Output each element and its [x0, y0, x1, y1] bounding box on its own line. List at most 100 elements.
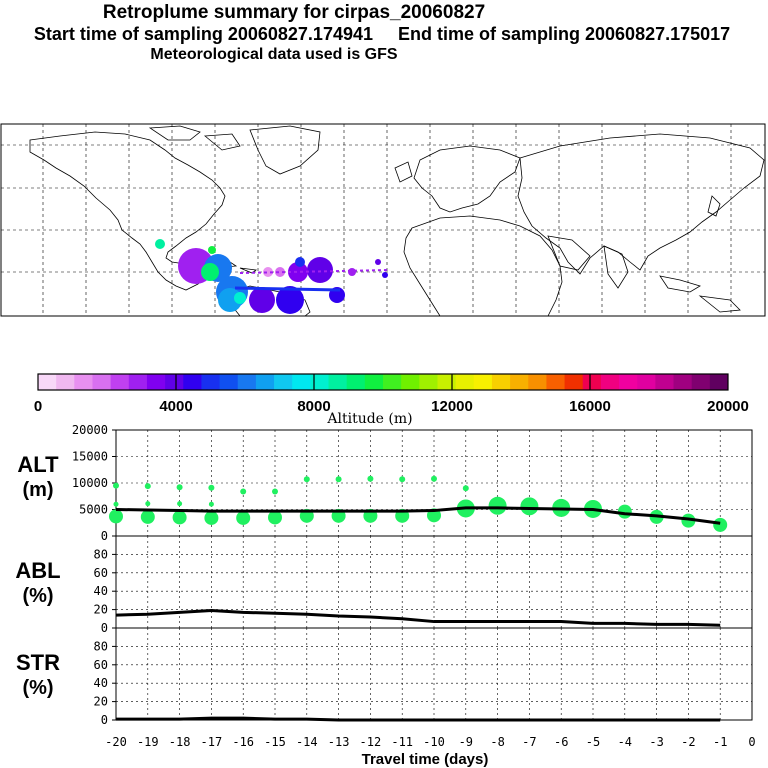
- colorbar-swatch: [619, 374, 638, 390]
- x-tick-label: -16: [232, 735, 254, 749]
- alt-point: [303, 476, 310, 483]
- plume-blob: [201, 263, 219, 281]
- colorbar-swatch: [38, 374, 57, 390]
- colorbar-tick-label: 0: [34, 398, 42, 415]
- y-tick-label: 60: [94, 566, 108, 580]
- colorbar-swatch: [528, 374, 547, 390]
- alt-point: [335, 476, 342, 483]
- alt-point: [268, 510, 282, 525]
- colorbar-swatch: [419, 374, 438, 390]
- alt-point: [204, 510, 219, 525]
- alt-point: [145, 501, 151, 507]
- plume-blob: [375, 259, 381, 265]
- colorbar-frame: [37, 373, 729, 391]
- colorbar-swatch: [146, 374, 166, 390]
- colorbar-swatch: [74, 374, 93, 390]
- y-tick-label: 20: [94, 603, 108, 617]
- colorbar-swatch: [401, 374, 420, 390]
- y-tick-label: 0: [101, 529, 108, 543]
- alt-point: [140, 509, 155, 524]
- x-tick-label: -4: [618, 735, 632, 749]
- colorbar-swatch: [328, 374, 348, 390]
- x-tick-label: -13: [328, 735, 350, 749]
- y-tick-label: 5000: [79, 503, 108, 517]
- colorbar-swatch: [546, 374, 566, 390]
- x-tick-label: 0: [748, 735, 755, 749]
- colorbar-tick-label: 8000: [297, 398, 330, 415]
- plume-blob: [234, 292, 246, 304]
- y-tick-label: 40: [94, 676, 108, 690]
- y-tick-label: 40: [94, 584, 108, 598]
- colorbar-swatch: [600, 374, 620, 390]
- colorbar-swatch: [237, 374, 257, 390]
- y-tick-label: 0: [101, 713, 108, 727]
- colorbar-swatch: [709, 374, 729, 390]
- alt-point: [520, 497, 539, 516]
- y-tick-label: 80: [94, 547, 108, 561]
- alt-point: [431, 475, 437, 482]
- colorbar-swatch: [455, 374, 475, 390]
- colorbar-swatch: [255, 374, 275, 390]
- time-series-panels: 20000150001000050000ALT(m)806040200ABL(%…: [15, 423, 755, 749]
- y-tick-label: 80: [94, 639, 108, 653]
- alt-point: [113, 482, 119, 489]
- y-tick-label: 60: [94, 658, 108, 672]
- x-tick-label: -2: [681, 735, 695, 749]
- alt-point: [462, 485, 469, 492]
- x-tick-label: -15: [264, 735, 286, 749]
- panel-label: STR: [16, 650, 60, 675]
- alt-point: [272, 488, 278, 495]
- alt-point: [208, 484, 215, 491]
- plume-blob: [348, 268, 356, 276]
- map-frame: [0, 123, 766, 317]
- alt-point: [176, 484, 183, 491]
- plume-track: [239, 269, 391, 274]
- panel-unit: (m): [22, 479, 53, 501]
- colorbar-swatch: [510, 374, 529, 390]
- y-tick-label: 20: [94, 695, 108, 709]
- alt-point: [109, 509, 123, 524]
- colorbar-tick-label: 12000: [431, 398, 473, 415]
- colorbar-swatch: [691, 374, 711, 390]
- colorbar-swatch: [673, 374, 693, 390]
- colorbar-swatch: [491, 374, 511, 390]
- x-tick-label: -6: [554, 735, 568, 749]
- y-tick-label: 0: [101, 621, 108, 635]
- x-tick-label: -18: [169, 735, 191, 749]
- plume-blob: [307, 257, 333, 283]
- colorbar-label: Altitude (m): [326, 411, 412, 427]
- series-line-str: [116, 716, 721, 722]
- colorbar-tick-label: 4000: [159, 398, 192, 415]
- series-line-alt: [115, 506, 721, 525]
- coastlines: [29, 125, 765, 317]
- x-tick-label: -9: [459, 735, 473, 749]
- series-line-abl: [115, 609, 721, 627]
- colorbar-swatch: [364, 374, 384, 390]
- panel-str: 80 60 40 20 0 STR(%): [16, 627, 753, 727]
- colorbar-swatch: [128, 374, 148, 390]
- alt-point: [713, 517, 728, 532]
- plume-blob: [288, 262, 308, 282]
- colorbar-swatch: [564, 374, 584, 390]
- colorbar-swatch: [110, 374, 130, 390]
- plume-blob: [249, 287, 275, 313]
- colorbar-tick-label: 16000: [569, 398, 611, 415]
- alt-point: [208, 501, 214, 507]
- plume-blob: [275, 267, 285, 277]
- colorbar-swatch: [437, 374, 457, 390]
- colorbar-swatch: [56, 374, 75, 390]
- plume-track: [234, 286, 341, 292]
- panel-label: ABL: [15, 558, 60, 583]
- colorbar-swatch: [219, 374, 239, 390]
- altitude-colorbar: 0 4000 8000 12000 16000 20000: [34, 373, 749, 415]
- panel-alt: 20000 15000 10000 5000 0 ALT(m): [17, 423, 753, 543]
- alt-point: [399, 476, 406, 483]
- alt-point: [144, 483, 151, 490]
- plume-blob: [208, 246, 216, 254]
- x-tick-label: -5: [586, 735, 600, 749]
- map-panel: [0, 123, 766, 317]
- colorbar-swatch: [346, 374, 366, 390]
- x-axis-label: Travel time (days): [362, 751, 489, 768]
- colorbar-swatch: [292, 374, 311, 390]
- alt-point: [240, 488, 247, 495]
